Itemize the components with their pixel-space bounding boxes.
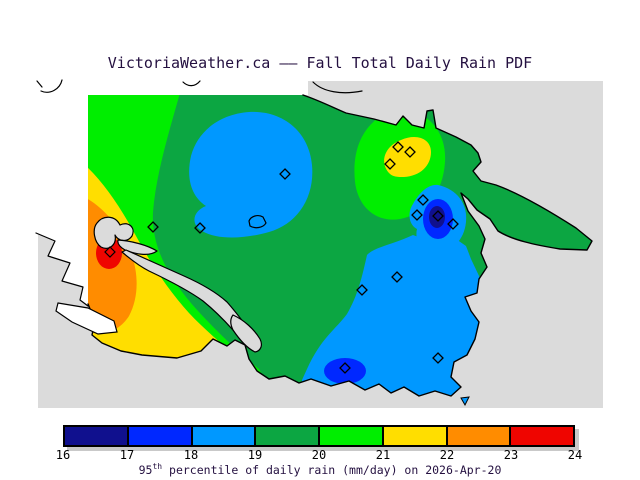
colorbar-tick-17: 17 bbox=[119, 448, 135, 462]
colorbar-segment-16-17 bbox=[65, 427, 127, 445]
victoria-harbour bbox=[230, 314, 262, 353]
colorbar-tick-18: 18 bbox=[183, 448, 199, 462]
station-marker-diamond bbox=[392, 141, 404, 153]
station-marker-diamond bbox=[384, 158, 396, 170]
colorbar bbox=[63, 425, 575, 447]
station-marker-diamond bbox=[339, 362, 351, 374]
coast-fragment-tick bbox=[36, 80, 43, 88]
station-marker-diamond bbox=[404, 146, 416, 158]
colorbar-tick-21: 21 bbox=[375, 448, 391, 462]
station-marker-diamond bbox=[417, 194, 429, 206]
colorbar-tick-20: 20 bbox=[311, 448, 327, 462]
colorbar-segment-20-21 bbox=[318, 427, 382, 445]
caption-prefix: 95 bbox=[138, 462, 153, 477]
field-21-22-northeast bbox=[384, 137, 431, 177]
sooke-coastline bbox=[35, 232, 89, 307]
station-marker-diamond bbox=[194, 222, 206, 234]
station-marker-diamond bbox=[147, 221, 159, 233]
colorbar-segment-21-22 bbox=[381, 427, 446, 445]
metchosin-land-strip bbox=[55, 302, 118, 335]
station-marker-diamond-red bbox=[104, 246, 116, 258]
station-marker-diamond bbox=[411, 209, 423, 221]
coast-fragment-hook bbox=[40, 79, 63, 93]
field-18-19-northwest bbox=[189, 111, 313, 238]
station-marker-diamond bbox=[279, 168, 291, 180]
outside-domain-top-strip bbox=[36, 79, 308, 95]
colorbar-tick-16: 16 bbox=[55, 448, 71, 462]
coast-fragment-tilde bbox=[182, 80, 201, 87]
harbour-shapes bbox=[93, 216, 262, 353]
colorbar-caption: 95th percentile of daily rain (mm/day) o… bbox=[0, 462, 640, 477]
colorbar-segment-23-24 bbox=[509, 427, 573, 445]
colorbar-segment-22-23 bbox=[445, 427, 510, 445]
field-21-22-west bbox=[88, 166, 240, 383]
station-marker-diamond bbox=[391, 271, 403, 283]
field-16-17-east bbox=[429, 206, 445, 228]
colorbar-segment-18-19 bbox=[190, 427, 255, 445]
colorbar-segment-19-20 bbox=[254, 427, 318, 445]
colorbar-segment-17-18 bbox=[126, 427, 191, 445]
station-markers bbox=[104, 141, 459, 374]
caption-superscript: th bbox=[152, 462, 163, 471]
trial-island bbox=[460, 396, 470, 407]
colorbar-ticks: 16 17 18 19 20 21 22 23 24 bbox=[0, 448, 640, 462]
station-marker-diamond bbox=[447, 218, 459, 230]
station-marker-diamond bbox=[432, 210, 444, 222]
colorbar-tick-19: 19 bbox=[247, 448, 263, 462]
colorbar-tick-22: 22 bbox=[439, 448, 455, 462]
colorbar-tick-24: 24 bbox=[567, 448, 583, 462]
field-17-18-south bbox=[324, 358, 366, 384]
lake-outline bbox=[248, 215, 267, 229]
colorbar-tick-23: 23 bbox=[503, 448, 519, 462]
caption-rest: percentile of daily rain (mm/day) on 202… bbox=[162, 462, 502, 477]
station-marker-diamond bbox=[432, 352, 444, 364]
page-title: VictoriaWeather.ca —— Fall Total Daily R… bbox=[107, 54, 533, 72]
rain-contour-map bbox=[35, 79, 603, 408]
outside-domain-land-nw bbox=[36, 79, 88, 306]
coast-fragment-arc bbox=[312, 81, 363, 94]
main-coastline bbox=[87, 94, 593, 397]
station-marker-diamond bbox=[356, 284, 368, 296]
